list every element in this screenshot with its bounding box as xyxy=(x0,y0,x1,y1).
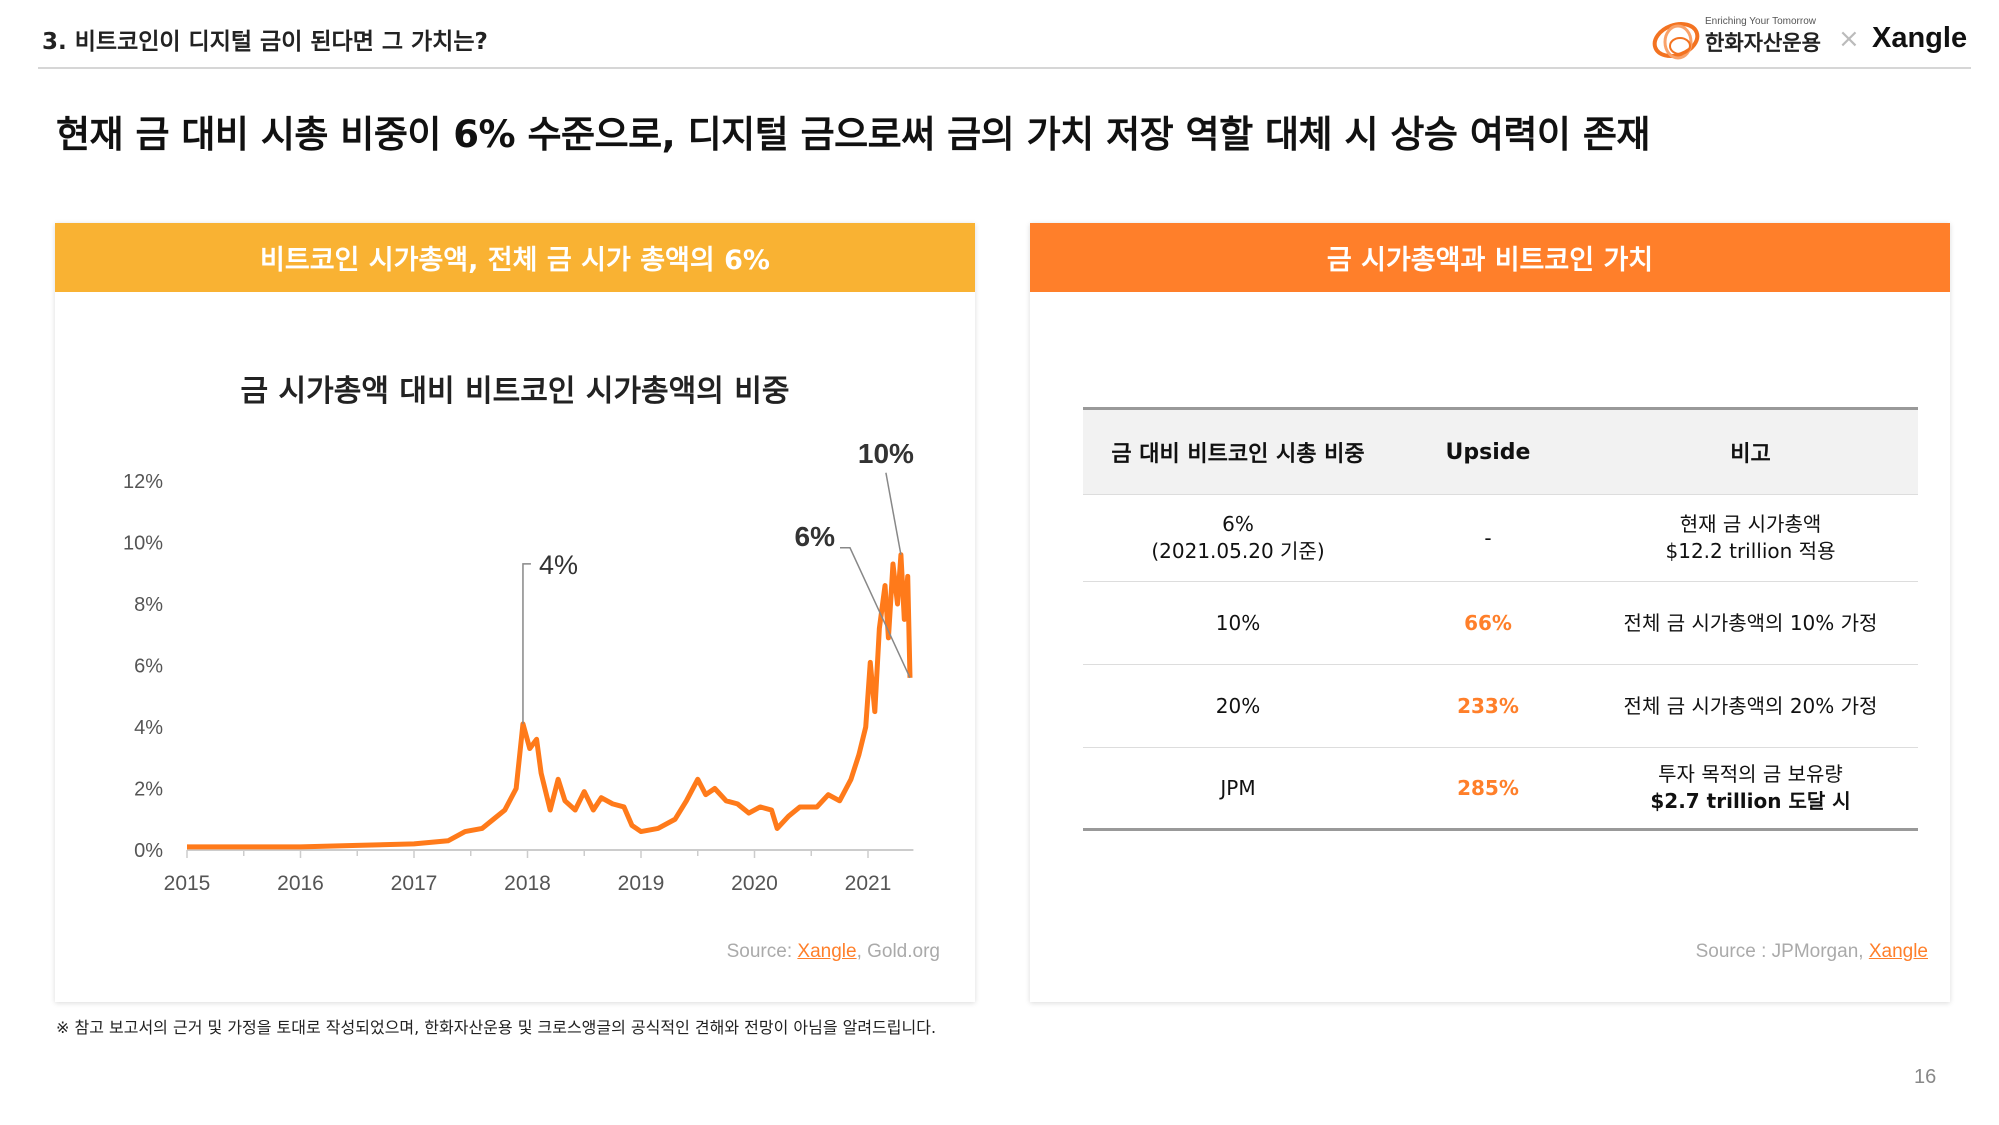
upside-table: 금 대비 비트코인 시총 비중 Upside 비고 6% (2021.05.20 … xyxy=(1083,407,1918,831)
y-tick-label: 8% xyxy=(134,594,163,616)
annotation-label: 4% xyxy=(539,550,578,580)
cell-text: 10% xyxy=(1215,610,1261,635)
logo-tagline: Enriching Your Tomorrow xyxy=(1705,16,1816,27)
hanwha-logo-icon xyxy=(1652,22,1700,60)
left-panel: 비트코인 시가총액, 전체 금 시가 총액의 6% 금 시가총액 대비 비트코인… xyxy=(55,223,975,1002)
cell-text: 20% xyxy=(1215,693,1261,718)
table-row: 6% (2021.05.20 기준) - 현재 금 시가총액 $12.2 trillio… xyxy=(1083,494,1918,582)
footnote: ※ 참고 보고서의 근거 및 가정을 토대로 작성되었으며, 한화자산운용 및 … xyxy=(56,1018,937,1037)
header-divider xyxy=(38,67,1971,69)
y-tick-label: 12% xyxy=(123,471,163,493)
x-tick-label: 2017 xyxy=(391,872,438,895)
cell-text: 6% xyxy=(1222,512,1254,536)
table-row: 20% 233% 전체 금 시가총액의 20% 가정 xyxy=(1083,664,1918,748)
cell-text: JPM xyxy=(1220,775,1256,800)
y-tick-label: 10% xyxy=(123,533,163,555)
cell-text: - xyxy=(1484,525,1492,550)
x-tick-label: 2021 xyxy=(845,872,892,895)
table-cell: 233% xyxy=(1393,664,1583,748)
annotation-leader xyxy=(522,563,531,724)
annotation-label: 10% xyxy=(858,438,914,469)
column-header: 금 대비 비트코인 시총 비중 xyxy=(1083,408,1393,495)
column-header: 비고 xyxy=(1583,408,1918,495)
column-header: Upside xyxy=(1393,408,1583,495)
right-panel: 금 시가총액과 비트코인 가치 금 대비 비트코인 시총 비중 Upside 비… xyxy=(1030,223,1950,1002)
logo-company: 한화자산운용 xyxy=(1705,31,1821,55)
annotation-leader xyxy=(885,472,902,555)
y-tick-label: 2% xyxy=(134,779,163,801)
x-tick-label: 2019 xyxy=(618,872,665,895)
chart-title: 금 시가총액 대비 비트코인 시가총액의 비중 xyxy=(240,374,790,409)
cell-text: 현재 금 시가총액 xyxy=(1679,512,1822,536)
cell-text: 66% xyxy=(1464,610,1512,635)
cell-text: 285% xyxy=(1457,775,1519,800)
section-title: 3. 비트코인이 디지털 금이 된다면 그 가치는? xyxy=(42,29,488,55)
left-panel-header: 비트코인 시가총액, 전체 금 시가 총액의 6% xyxy=(55,223,975,292)
source-prefix: Source: xyxy=(726,941,798,962)
table-cell: 전체 금 시가총액의 10% 가정 xyxy=(1583,581,1918,665)
x-tick-label: 2020 xyxy=(731,872,778,895)
source-link-xangle[interactable]: Xangle xyxy=(797,941,857,962)
table-row: 10% 66% 전체 금 시가총액의 10% 가정 xyxy=(1083,581,1918,665)
table-cell: 285% xyxy=(1393,747,1583,830)
source-prefix: Source : JPMorgan, xyxy=(1695,941,1869,962)
cell-text: (2021.05.20 기준) xyxy=(1151,539,1325,563)
table-cell: - xyxy=(1393,494,1583,582)
source-rest: , Gold.org xyxy=(856,941,940,962)
cell-text: 233% xyxy=(1457,693,1519,718)
table-source: Source : JPMorgan, Xangle xyxy=(1696,941,1928,963)
table-cell: JPM xyxy=(1083,747,1393,830)
source-link-xangle[interactable]: Xangle xyxy=(1868,941,1928,962)
table-cell: 6% (2021.05.20 기준) xyxy=(1083,494,1393,582)
y-tick-label: 4% xyxy=(134,717,163,739)
page-title: 현재 금 대비 시총 비중이 6% 수준으로, 디지털 금으로써 금의 가치 저… xyxy=(56,113,1650,156)
table-cell: 투자 목적의 금 보유량 $2.7 trillion 도달 시 xyxy=(1583,747,1918,830)
cell-text: $12.2 trillion 적용 xyxy=(1665,539,1836,563)
table-cell: 10% xyxy=(1083,581,1393,665)
table-cell: 현재 금 시가총액 $12.2 trillion 적용 xyxy=(1583,494,1918,582)
y-tick-label: 0% xyxy=(134,840,163,862)
table-cell: 전체 금 시가총액의 20% 가정 xyxy=(1583,664,1918,748)
table-cell: 66% xyxy=(1393,581,1583,665)
logo-separator: × xyxy=(1838,24,1860,54)
table-cell: 20% xyxy=(1083,664,1393,748)
cell-text: 투자 목적의 금 보유량 xyxy=(1658,762,1843,786)
x-tick-label: 2015 xyxy=(164,872,211,895)
brand-logos: Enriching Your Tomorrow 한화자산운용 × Xangle xyxy=(1650,14,1980,64)
data-line xyxy=(187,552,913,850)
xangle-logo: Xangle xyxy=(1872,22,1968,54)
page-number: 16 xyxy=(1914,1066,1937,1088)
y-tick-label: 6% xyxy=(134,656,163,678)
line-chart: 0% 2% 4% 6% 8% 10% 12% 2015 2016 2017 2018 2019 2020… xyxy=(123,438,914,895)
cell-text: $2.7 trillion 도달 시 xyxy=(1650,789,1851,813)
cell-text: 전체 금 시가총액의 10% 가정 xyxy=(1623,610,1878,635)
cell-text: 전체 금 시가총액의 20% 가정 xyxy=(1623,693,1878,718)
annotation-leader xyxy=(839,547,911,679)
chart-source: Source: Xangle, Gold.org xyxy=(727,941,940,963)
annotation-label: 6% xyxy=(795,521,836,552)
x-tick-label: 2018 xyxy=(504,872,551,895)
x-tick-label: 2016 xyxy=(277,872,324,895)
right-panel-header: 금 시가총액과 비트코인 가치 xyxy=(1030,223,1950,292)
table-row: JPM 285% 투자 목적의 금 보유량 $2.7 trillion 도달 시 xyxy=(1083,747,1918,830)
